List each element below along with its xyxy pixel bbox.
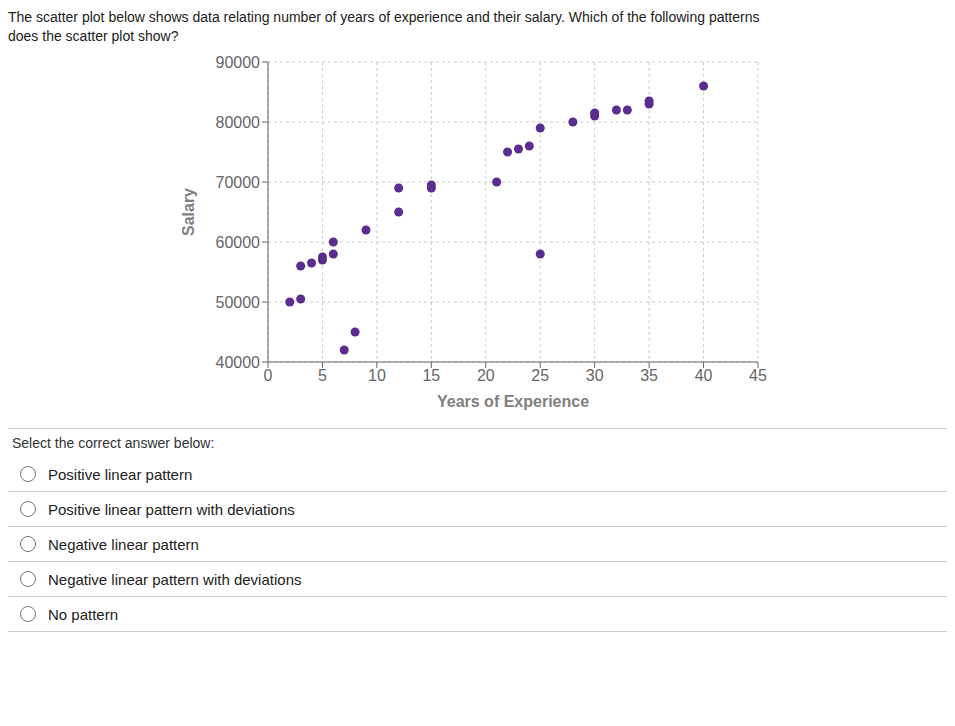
html-text:Positive linear pattern with d: Positive linear pattern with deviations bbox=[48, 500, 295, 518]
svg-text:0: 0 bbox=[263, 367, 272, 384]
svg-text:40000: 40000 bbox=[215, 354, 260, 371]
html-text:No pattern: No pattern bbox=[48, 605, 118, 623]
svg-text:50000: 50000 bbox=[215, 294, 260, 311]
svg-text:70000: 70000 bbox=[215, 174, 260, 191]
svg-text:20: 20 bbox=[476, 367, 494, 384]
svg-text:Years of Experience: Years of Experience bbox=[436, 393, 588, 410]
svg-text:15: 15 bbox=[422, 367, 440, 384]
svg-text:35: 35 bbox=[640, 367, 658, 384]
html-text:Select the correct answer belo: Select the correct answer below: bbox=[12, 435, 215, 451]
html-text:The scatter plot below shows d: The scatter plot below shows data relati… bbox=[8, 9, 760, 44]
svg-text:30: 30 bbox=[585, 367, 603, 384]
svg-text:90000: 90000 bbox=[215, 54, 260, 71]
svg-text:60000: 60000 bbox=[215, 234, 260, 251]
html-text:Positive linear pattern: Positive linear pattern bbox=[48, 465, 193, 483]
html-text:Negative linear pattern: Negative linear pattern bbox=[48, 535, 199, 553]
svg-text:80000: 80000 bbox=[215, 114, 260, 131]
svg-text:25: 25 bbox=[531, 367, 549, 384]
svg-text:40: 40 bbox=[694, 367, 712, 384]
svg-text:5: 5 bbox=[317, 367, 326, 384]
svg-text:Salary: Salary bbox=[179, 188, 196, 236]
svg-text:10: 10 bbox=[367, 367, 385, 384]
svg-text:45: 45 bbox=[749, 367, 767, 384]
html-text:Negative linear pattern with d: Negative linear pattern with deviations bbox=[48, 570, 302, 588]
